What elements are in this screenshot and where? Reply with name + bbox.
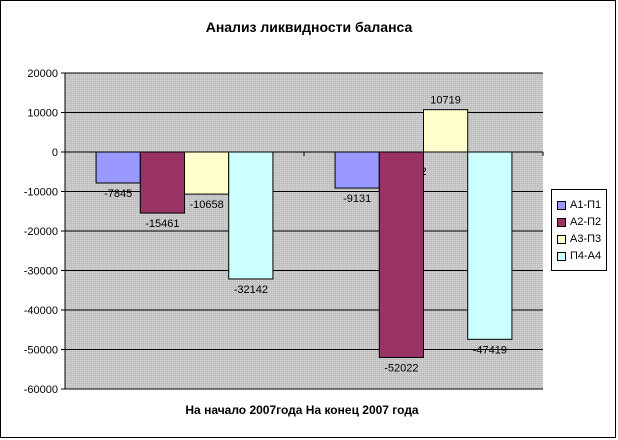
legend-swatch xyxy=(557,234,566,244)
bar xyxy=(467,151,513,340)
y-tick-label: -30000 xyxy=(24,266,58,278)
legend-swatch xyxy=(557,251,566,261)
data-label: -47419 xyxy=(473,344,507,356)
y-tick-label: 20000 xyxy=(27,68,58,80)
legend-label: П4-А4 xyxy=(570,250,602,262)
y-tick-label: 10000 xyxy=(27,108,58,120)
bar xyxy=(378,151,425,358)
bar xyxy=(228,151,274,280)
bar xyxy=(334,151,380,189)
data-label: -10658 xyxy=(189,199,223,211)
data-label: 10719 xyxy=(430,95,461,107)
data-label: -9131 xyxy=(343,193,371,205)
chart-title: Анализ ликвидности баланса xyxy=(205,19,413,35)
legend-item: А1-П1 xyxy=(557,198,601,212)
y-tick-label: -60000 xyxy=(24,384,58,396)
legend-item: А2-П2 xyxy=(557,215,601,229)
y-tick-label: -20000 xyxy=(24,226,58,238)
legend: А1-П1 А2-П2 А3-П3 П4-А4 xyxy=(551,189,607,271)
y-tick-label: -10000 xyxy=(24,187,58,199)
data-label: -15461 xyxy=(145,218,179,230)
bar xyxy=(184,151,230,195)
bar xyxy=(139,151,186,214)
x-axis-title: На начало 2007года На конец 2007 года xyxy=(185,403,419,417)
legend-swatch xyxy=(557,217,566,227)
data-label: -7845 xyxy=(104,188,132,200)
bar xyxy=(423,109,469,153)
legend-swatch xyxy=(557,200,566,210)
legend-label: А3-П3 xyxy=(570,233,602,245)
legend-item: А3-П3 xyxy=(557,232,601,246)
legend-label: А1-П1 xyxy=(570,199,602,211)
y-tick-label: 0 xyxy=(52,147,58,159)
y-tick-label: -40000 xyxy=(24,305,58,317)
legend-label: А2-П2 xyxy=(570,216,602,228)
data-label: -52022 xyxy=(384,362,418,374)
y-tick-label: -50000 xyxy=(24,345,58,357)
data-label: -32142 xyxy=(234,284,268,296)
bar xyxy=(95,151,141,184)
legend-item: П4-А4 xyxy=(557,249,601,263)
